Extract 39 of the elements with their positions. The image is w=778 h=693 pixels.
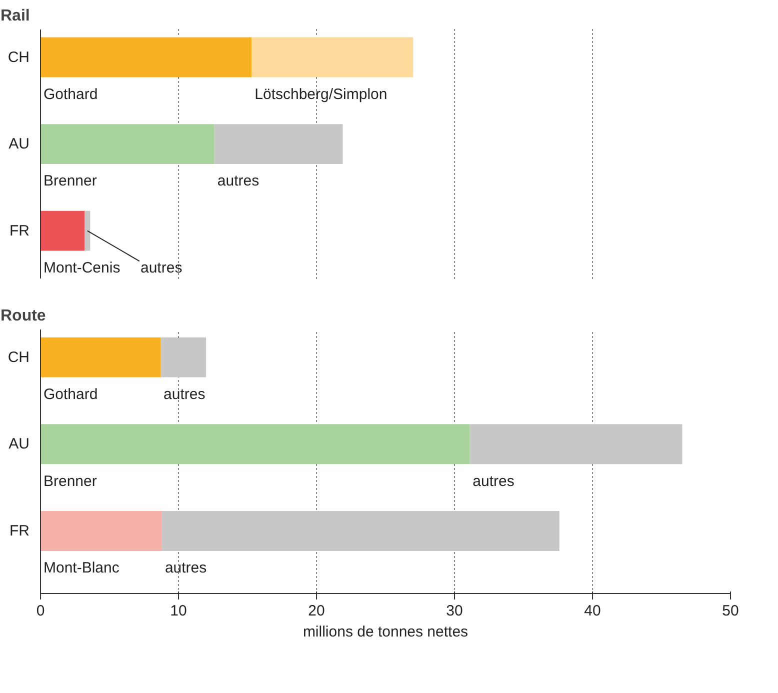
- annotation: Gothard: [44, 386, 98, 403]
- bar: [162, 511, 560, 551]
- bar: [40, 424, 470, 464]
- annotation: Mont-Cenis: [44, 259, 120, 276]
- x-tick-label: 0: [36, 602, 45, 620]
- x-tick-label: 10: [170, 602, 187, 620]
- y-tick-label: CH: [8, 48, 30, 66]
- x-axis-title: millions de tonnes nettes: [302, 624, 468, 640]
- y-tick-label: AU: [8, 436, 30, 453]
- y-tick-label: AU: [8, 136, 30, 153]
- annotation: Gothard: [44, 86, 98, 103]
- chart-title: Rail: [0, 8, 30, 24]
- annotation: autres: [217, 172, 260, 190]
- bar: [40, 210, 85, 251]
- annotation: Brenner: [44, 172, 97, 190]
- annotation: autres: [164, 386, 206, 403]
- bar: [160, 337, 206, 378]
- bar: [252, 37, 414, 78]
- bar: [40, 511, 162, 551]
- y-tick-label: FR: [10, 222, 30, 240]
- bar: [470, 424, 682, 464]
- x-tick-label: 30: [446, 602, 463, 620]
- annotation: Brenner: [44, 472, 97, 490]
- bar: [40, 37, 252, 78]
- bar: [40, 337, 161, 378]
- annotation: autres: [164, 560, 207, 577]
- annotation: Mont-Blanc: [44, 560, 120, 577]
- y-tick-label: CH: [8, 348, 30, 366]
- bar: [84, 210, 90, 251]
- annotation: autres: [140, 259, 182, 276]
- bar: [40, 124, 214, 164]
- x-tick-label: 20: [308, 602, 325, 620]
- bar: [214, 124, 343, 164]
- annotation: autres: [472, 472, 514, 490]
- x-tick-label: 40: [584, 602, 601, 620]
- chart-title: Route: [0, 308, 46, 324]
- y-tick-label: FR: [10, 522, 30, 540]
- x-tick-label: 50: [722, 602, 739, 620]
- annotation: Lötschberg/Simplon: [254, 86, 388, 103]
